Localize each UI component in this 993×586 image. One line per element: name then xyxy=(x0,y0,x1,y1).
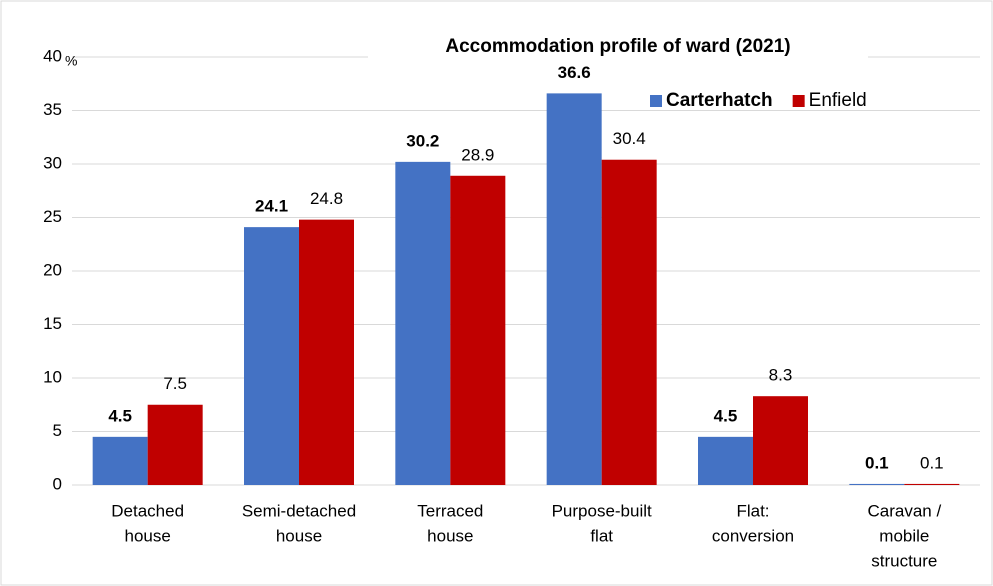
x-tick-label: conversion xyxy=(712,526,794,545)
y-tick-label: 15 xyxy=(43,314,62,333)
bar xyxy=(395,161,451,486)
data-label: 8.3 xyxy=(769,366,793,385)
x-tick-label: Flat: xyxy=(736,501,769,520)
x-tick-label: mobile xyxy=(879,526,929,545)
data-label: 0.1 xyxy=(865,453,889,472)
data-label: 36.6 xyxy=(558,63,591,82)
data-label: 28.9 xyxy=(461,145,494,164)
bar xyxy=(450,175,506,485)
x-tick-label: house xyxy=(125,526,171,545)
data-label: 30.2 xyxy=(406,131,439,150)
bar xyxy=(904,483,960,485)
x-tick-label: Detached xyxy=(111,501,184,520)
y-tick-label: 20 xyxy=(43,260,62,279)
x-tick-label: flat xyxy=(590,526,613,545)
y-tick-label: 40 xyxy=(43,46,62,65)
x-tick-label: Caravan / xyxy=(867,501,941,520)
y-axis-label: % xyxy=(65,53,77,69)
x-tick-label: Terraced xyxy=(417,501,483,520)
bar xyxy=(698,436,753,485)
data-label: 0.1 xyxy=(920,453,944,472)
data-label: 24.8 xyxy=(310,189,343,208)
legend-label: Carterhatch xyxy=(666,90,773,111)
title-background xyxy=(368,30,868,64)
y-tick-label: 25 xyxy=(43,207,62,226)
y-tick-label: 10 xyxy=(43,367,62,386)
legend-swatch xyxy=(792,95,805,107)
data-label: 30.4 xyxy=(613,129,646,148)
bar xyxy=(601,159,657,485)
data-label: 4.5 xyxy=(108,406,132,425)
data-label: 4.5 xyxy=(714,406,738,425)
y-tick-label: 5 xyxy=(53,421,62,440)
bar xyxy=(546,93,602,485)
chart-title: Accommodation profile of ward (2021) xyxy=(445,36,790,57)
legend-swatch xyxy=(650,95,662,107)
x-tick-label: Purpose-built xyxy=(552,501,652,520)
bar xyxy=(849,483,905,485)
y-tick-label: 0 xyxy=(53,474,62,493)
bar xyxy=(753,396,808,485)
data-label: 24.1 xyxy=(255,197,288,216)
legend-label: Enfield xyxy=(809,90,867,111)
bar xyxy=(92,436,148,485)
x-tick-label: Semi-detached xyxy=(242,501,356,520)
x-tick-label: house xyxy=(276,526,322,545)
bar xyxy=(299,219,354,485)
bar xyxy=(147,404,203,485)
y-tick-label: 35 xyxy=(43,100,62,119)
x-tick-label: house xyxy=(427,526,473,545)
y-tick-label: 30 xyxy=(43,153,62,172)
data-label: 7.5 xyxy=(163,374,187,393)
x-tick-label: structure xyxy=(871,551,937,570)
bar xyxy=(244,227,299,485)
